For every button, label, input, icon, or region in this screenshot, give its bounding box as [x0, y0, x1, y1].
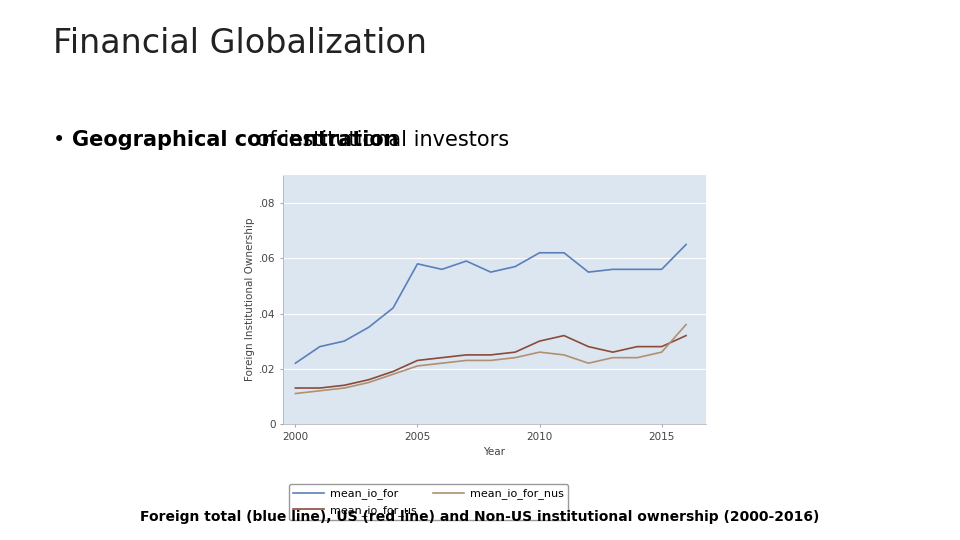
Line: mean_io_for_us: mean_io_for_us [296, 335, 686, 388]
mean_io_for_us [461, 352, 472, 358]
mean_io_for_nus [461, 357, 472, 363]
mean_io_for_nus [656, 349, 667, 355]
mean_io_for_nus [681, 321, 692, 328]
mean_io_for [534, 249, 545, 256]
mean_io_for_nus [436, 360, 447, 367]
mean_io_for_us [607, 349, 618, 355]
mean_io_for [681, 241, 692, 248]
mean_io_for [558, 249, 569, 256]
mean_io_for_us [363, 376, 374, 383]
mean_io_for_nus [510, 354, 521, 361]
mean_io_for_nus [607, 354, 618, 361]
mean_io_for_nus [387, 371, 398, 377]
mean_io_for_nus [314, 388, 325, 394]
mean_io_for_nus [632, 354, 643, 361]
mean_io_for_us [632, 343, 643, 350]
mean_io_for_us [558, 332, 569, 339]
mean_io_for_nus [558, 352, 569, 358]
Y-axis label: Foreign Institutional Ownership: Foreign Institutional Ownership [245, 218, 255, 381]
mean_io_for [656, 266, 667, 273]
Line: mean_io_for: mean_io_for [296, 245, 686, 363]
mean_io_for_us [412, 357, 423, 363]
Text: Foreign total (blue line), US (red line) and Non-US institutional ownership (200: Foreign total (blue line), US (red line)… [140, 510, 820, 524]
mean_io_for [436, 266, 447, 273]
Text: •: • [53, 130, 72, 150]
mean_io_for [412, 261, 423, 267]
mean_io_for_us [436, 354, 447, 361]
mean_io_for [583, 269, 594, 275]
X-axis label: Year: Year [484, 447, 505, 457]
mean_io_for [387, 305, 398, 311]
Text: Financial Globalization: Financial Globalization [53, 27, 427, 60]
Text: of institutional investors: of institutional investors [250, 130, 509, 150]
mean_io_for_us [314, 385, 325, 392]
mean_io_for_us [485, 352, 496, 358]
mean_io_for_us [656, 343, 667, 350]
mean_io_for [632, 266, 643, 273]
mean_io_for_nus [339, 385, 350, 392]
mean_io_for_nus [290, 390, 301, 397]
mean_io_for [510, 264, 521, 270]
Legend: mean_io_for, mean_io_for_us, mean_io_for_nus: mean_io_for, mean_io_for_us, mean_io_for… [289, 484, 568, 521]
mean_io_for [461, 258, 472, 264]
mean_io_for [363, 324, 374, 330]
mean_io_for_nus [534, 349, 545, 355]
Line: mean_io_for_nus: mean_io_for_nus [296, 325, 686, 394]
mean_io_for [485, 269, 496, 275]
mean_io_for [314, 343, 325, 350]
mean_io_for_us [681, 332, 692, 339]
mean_io_for [339, 338, 350, 345]
mean_io_for_us [583, 343, 594, 350]
mean_io_for_nus [485, 357, 496, 363]
mean_io_for [290, 360, 301, 367]
mean_io_for_us [510, 349, 521, 355]
Text: Geographical concentration: Geographical concentration [72, 130, 398, 150]
mean_io_for_us [290, 385, 301, 392]
mean_io_for_nus [412, 363, 423, 369]
mean_io_for [607, 266, 618, 273]
mean_io_for_us [339, 382, 350, 388]
mean_io_for_nus [363, 379, 374, 386]
mean_io_for_us [387, 368, 398, 375]
mean_io_for_nus [583, 360, 594, 367]
mean_io_for_us [534, 338, 545, 345]
